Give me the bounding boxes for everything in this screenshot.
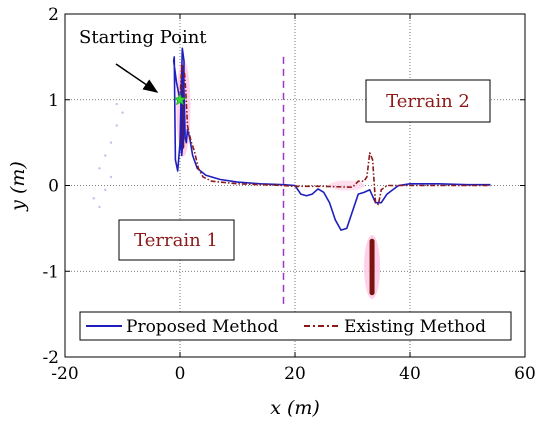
faint-trace-point <box>115 102 118 106</box>
proposed-method-line <box>172 47 491 231</box>
terrain-2-frame <box>365 79 491 123</box>
terrain-1-frame <box>118 219 235 261</box>
faint-trace-point <box>92 197 95 200</box>
ticks: -20 0 20 40 60 -2 -1 0 1 2 <box>42 5 535 384</box>
terrain-1-box: Terrain 1 <box>118 219 235 261</box>
y-tick-label: 0 <box>48 177 59 197</box>
faint-trace-point <box>109 175 113 179</box>
starting-point-star <box>173 92 187 106</box>
x-tick-label: 60 <box>514 364 536 384</box>
faint-trace-point <box>115 124 118 127</box>
y-axis-title: y (m) <box>7 161 29 212</box>
x-axis-title: x (m) <box>270 397 320 419</box>
x-tick-label: 40 <box>399 364 421 384</box>
starting-point-arrow <box>115 63 159 93</box>
legend-frame <box>79 311 512 341</box>
faint-trace-point <box>98 205 101 209</box>
terrain-2-box: Terrain 2 <box>365 79 491 123</box>
faint-trace-point <box>104 188 107 191</box>
existing-method-line <box>179 64 491 206</box>
faint-trace-point <box>121 111 124 114</box>
faint-trace-point <box>109 141 113 144</box>
y-tick-label: -2 <box>42 348 59 368</box>
y-tick-label: 1 <box>48 91 59 111</box>
terrain-2-label: Terrain 2 <box>386 91 470 112</box>
terrain-1-label: Terrain 1 <box>134 230 218 251</box>
legend-proposed-label: Proposed Method <box>126 317 278 337</box>
faint-trace-point <box>98 167 101 170</box>
legend: Proposed Method Existing Method <box>79 311 512 341</box>
y-tick-label: -1 <box>42 262 59 282</box>
series-lines <box>172 47 491 231</box>
x-tick-label: 20 <box>284 364 306 384</box>
x-tick-label: 0 <box>175 364 186 384</box>
faint-trace-point <box>104 154 107 157</box>
legend-existing-label: Existing Method <box>344 317 486 337</box>
x-tick-label: -20 <box>51 364 78 384</box>
y-tick-label: 2 <box>48 5 59 25</box>
starting-point-label: Starting Point <box>79 27 207 48</box>
